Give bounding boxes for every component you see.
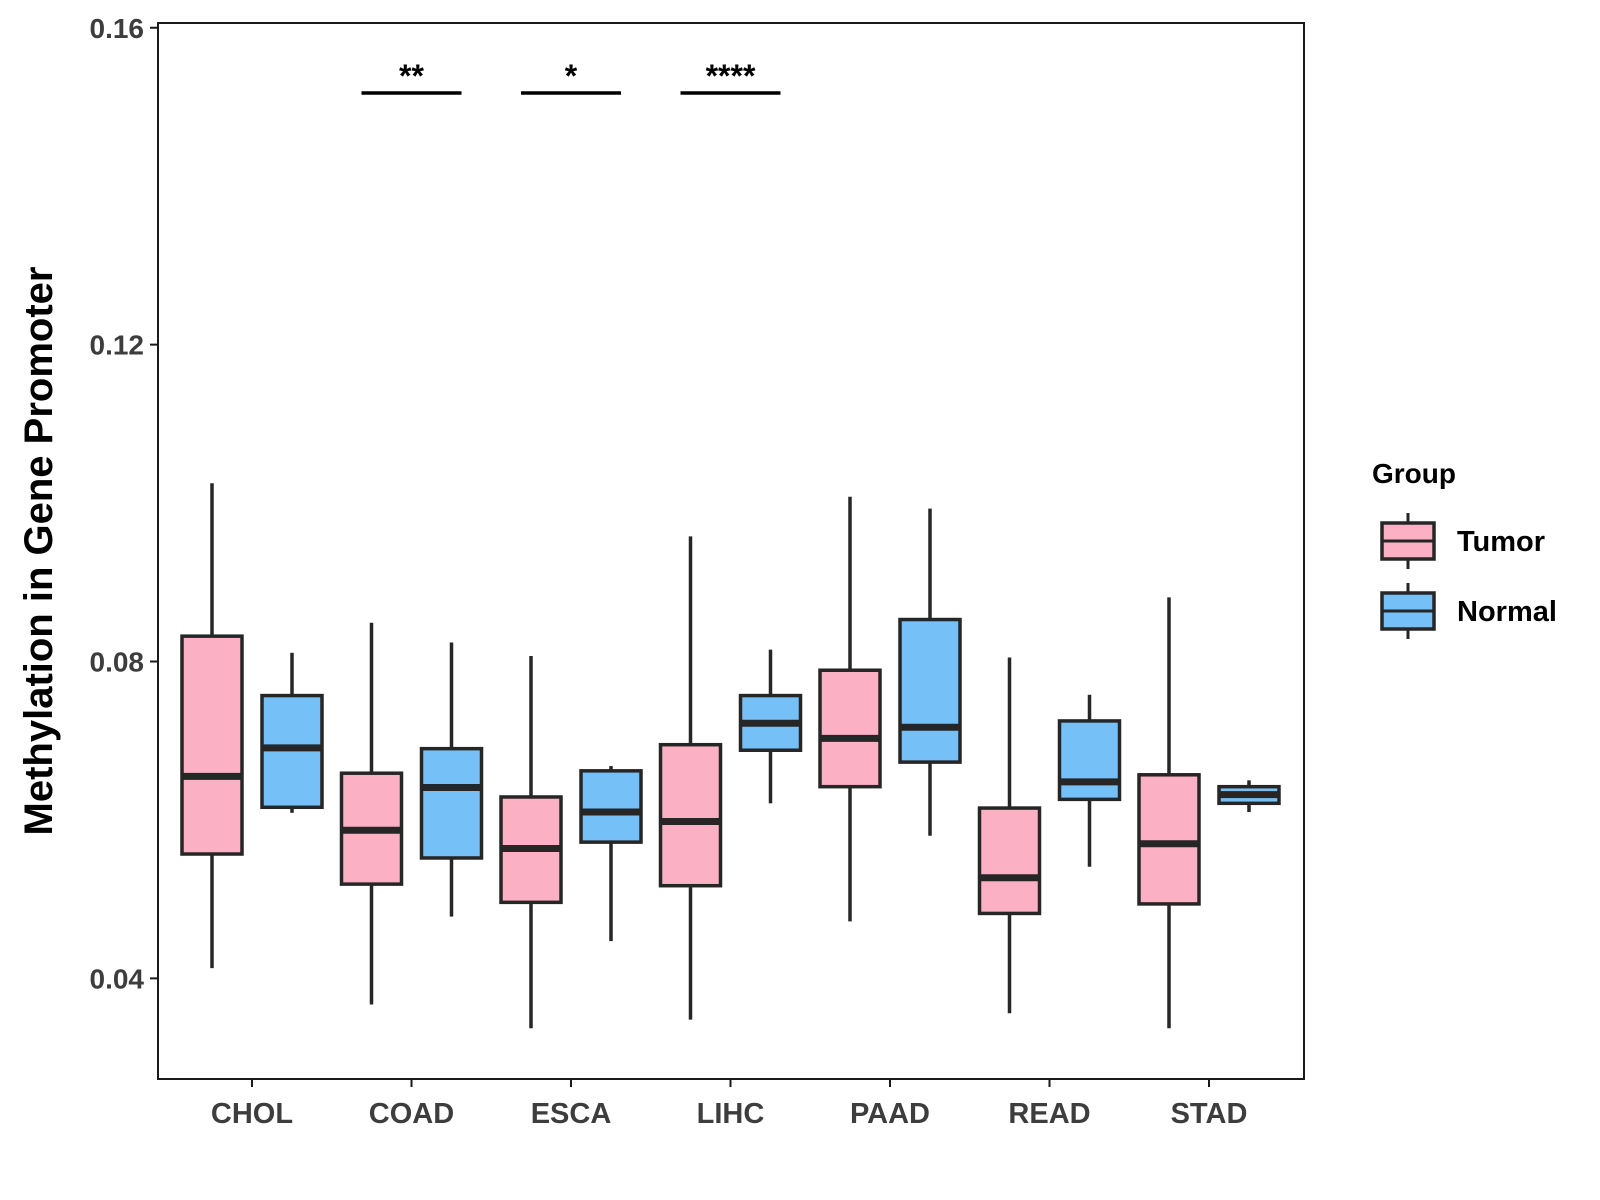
box-series [180, 483, 1281, 1029]
iqr-box [1137, 773, 1201, 906]
x-tick-label-paad: PAAD [850, 1098, 930, 1130]
box-normal-lihc [738, 649, 803, 804]
x-tick-label-esca: ESCA [531, 1098, 612, 1130]
legend: Group Tumor Normal [1372, 458, 1557, 639]
legend-entry-tumor: Tumor [1380, 513, 1545, 569]
legend-label-normal: Normal [1457, 596, 1557, 628]
iqr-box [1057, 719, 1122, 802]
x-tick-label-lihc: LIHC [697, 1098, 765, 1130]
x-tick-label-read: READ [1008, 1098, 1090, 1130]
legend-title: Group [1372, 458, 1456, 489]
box-normal-coad [419, 642, 484, 917]
iqr-box [180, 634, 244, 856]
box-tumor-stad [1137, 597, 1201, 1029]
box-tumor-esca [499, 655, 563, 1029]
box-normal-esca [579, 766, 643, 942]
y-tick-label: 0.04 [90, 963, 145, 994]
iqr-box [898, 617, 962, 764]
box-tumor-coad [339, 622, 404, 1005]
significance-annotations: ** * **** [361, 58, 781, 95]
x-tick-label-coad: COAD [369, 1098, 454, 1130]
iqr-box [818, 668, 882, 789]
box-normal-paad [898, 508, 962, 836]
y-tick-label: 0.12 [90, 330, 145, 361]
box-tumor-paad [818, 496, 882, 922]
x-axis: CHOL COAD ESCA LIHC PAAD READ STAD [211, 1079, 1247, 1130]
legend-entry-normal: Normal [1380, 583, 1557, 639]
box-normal-read [1057, 694, 1122, 867]
box-tumor-read [977, 657, 1042, 1014]
y-tick-label: 0.16 [90, 13, 145, 44]
x-tick-label-stad: STAD [1171, 1098, 1248, 1130]
iqr-box [579, 769, 643, 844]
significance-label: * [565, 58, 578, 94]
y-axis-title: Methylation in Gene Promoter [17, 267, 61, 836]
box-tumor-chol [180, 483, 244, 969]
significance-label: ** [399, 58, 424, 94]
plot-panel [157, 22, 1305, 1080]
significance-label: **** [706, 58, 756, 94]
box-tumor-lihc [658, 536, 723, 1020]
iqr-box [419, 746, 484, 860]
iqr-box [260, 693, 324, 810]
x-tick-label-chol: CHOL [211, 1098, 293, 1130]
box-normal-stad [1217, 780, 1281, 813]
iqr-box [977, 806, 1042, 916]
y-axis: 0.04 0.08 0.12 0.16 [90, 13, 158, 994]
y-tick-label: 0.08 [90, 647, 145, 678]
iqr-box [658, 742, 723, 888]
legend-label-tumor: Tumor [1457, 526, 1545, 558]
box-normal-chol [260, 652, 324, 813]
